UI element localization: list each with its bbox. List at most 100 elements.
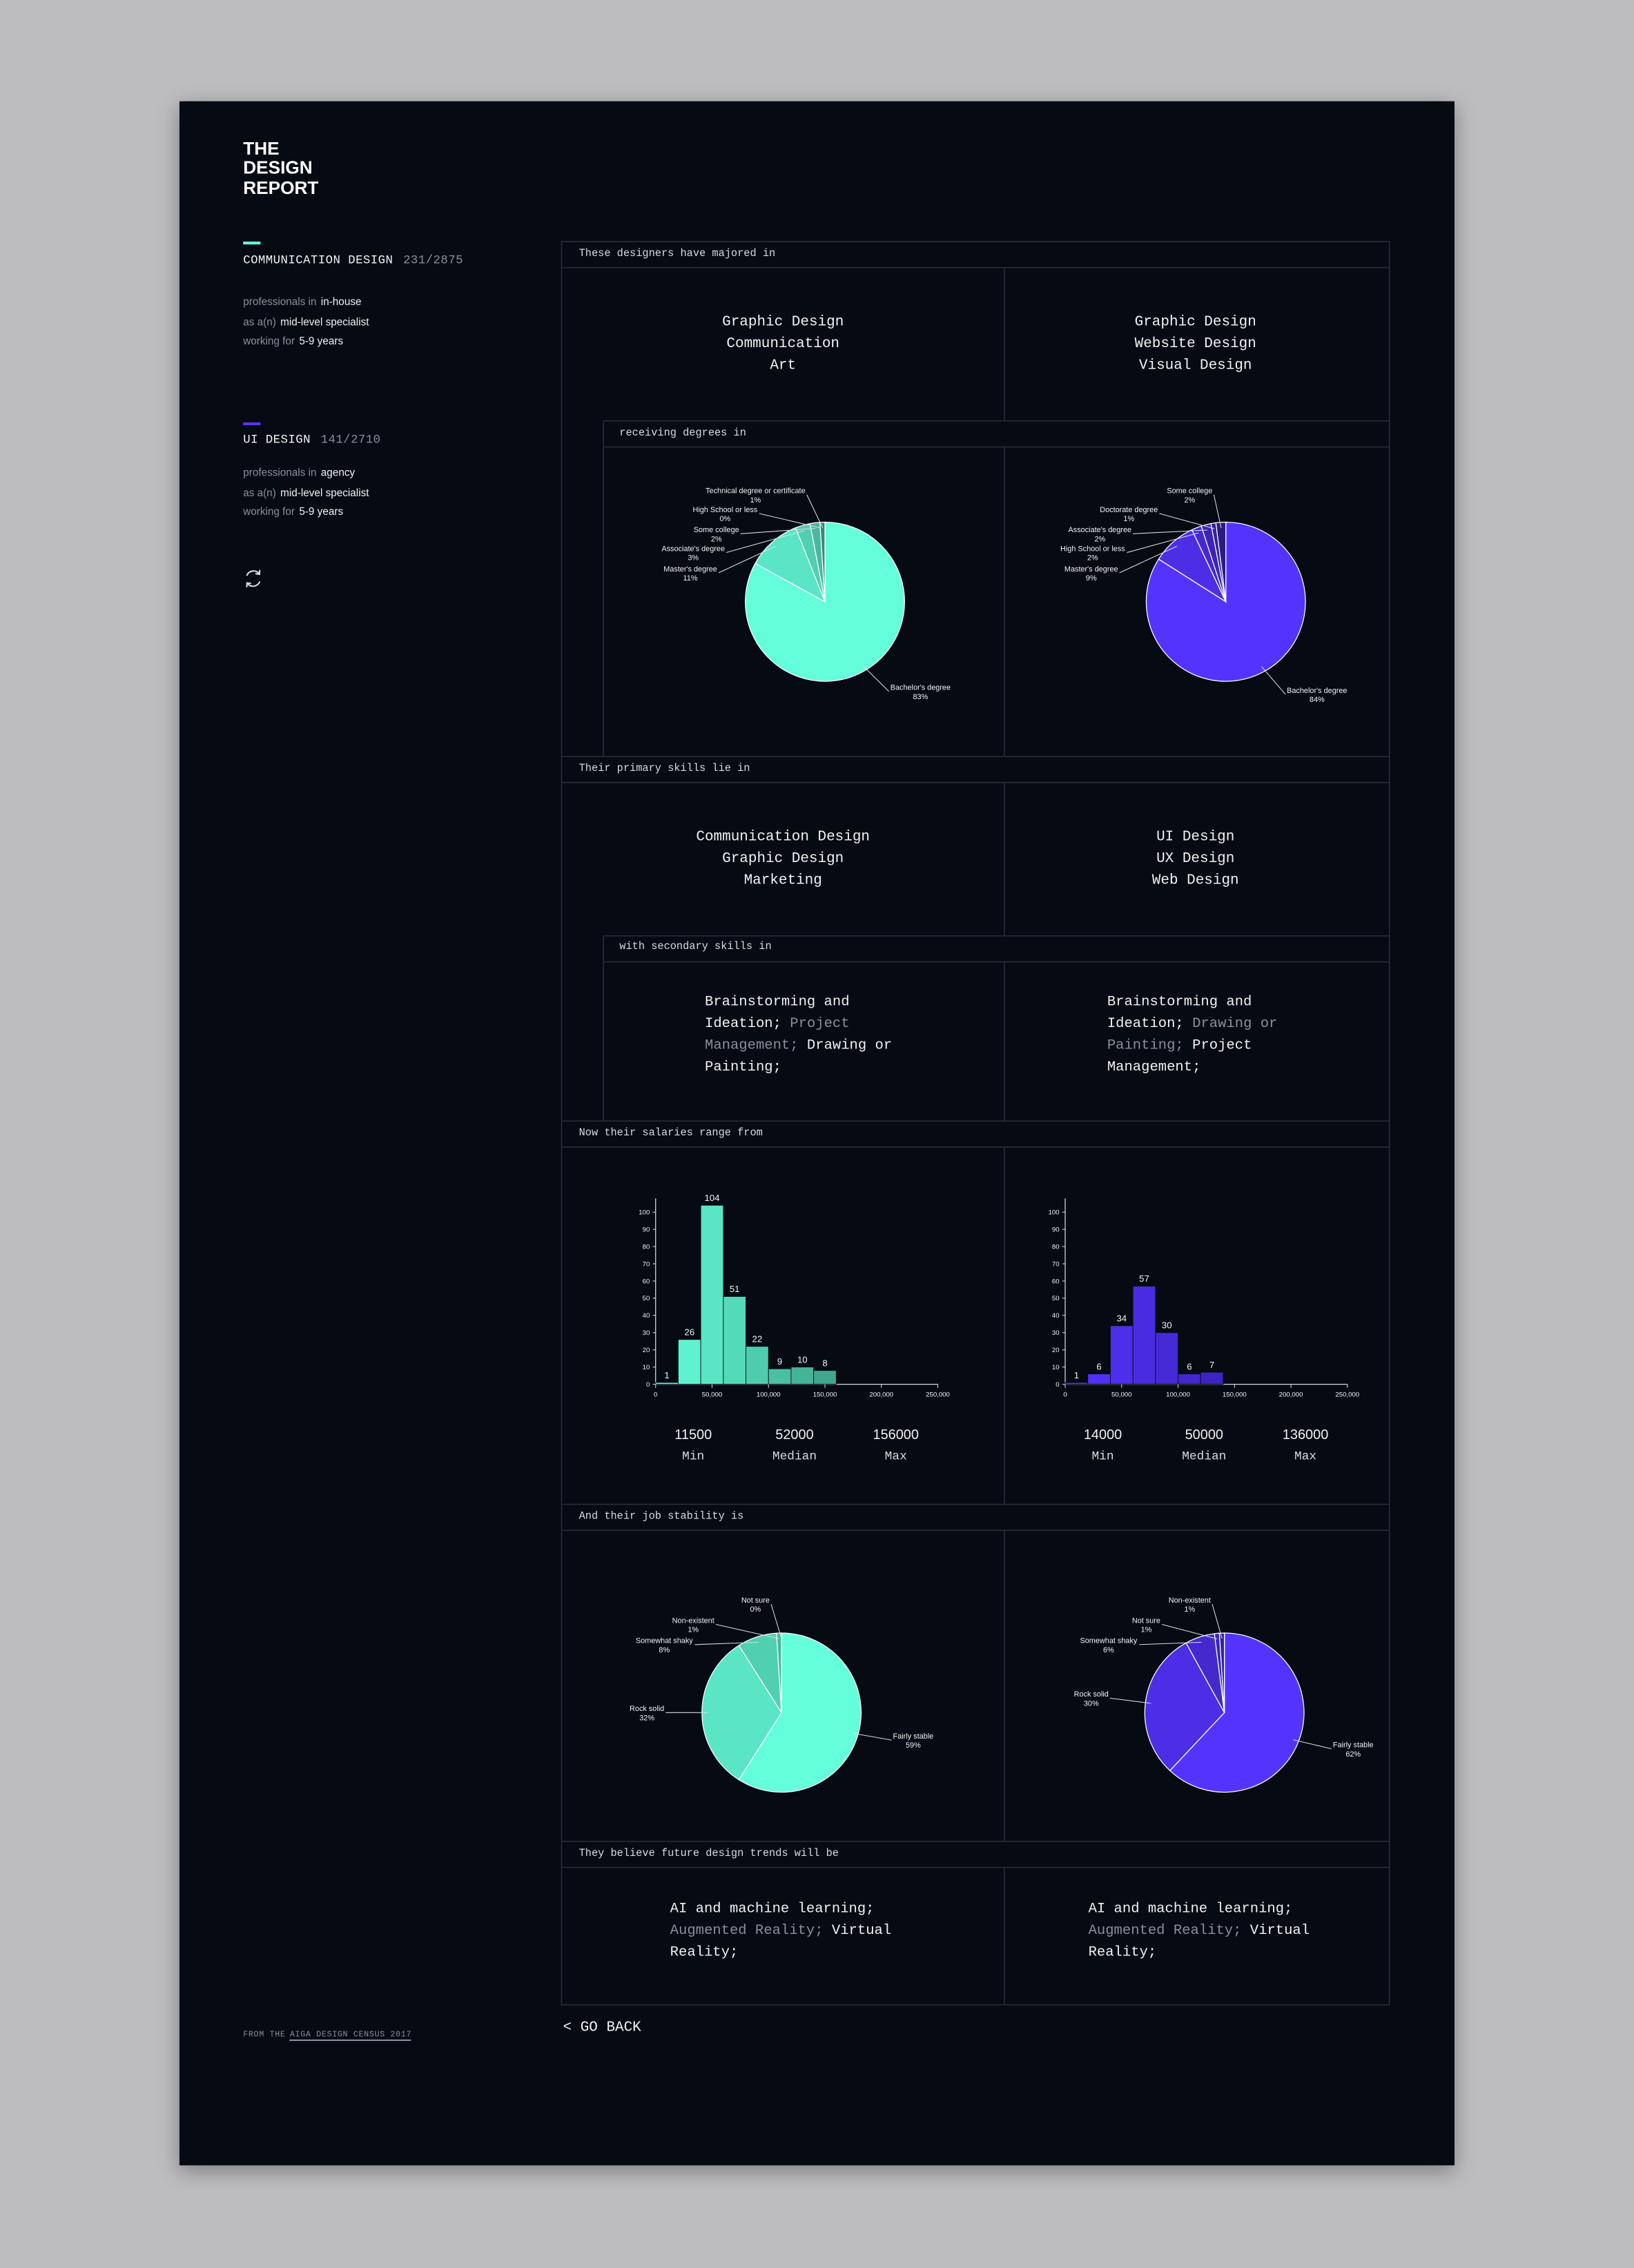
detail-label: as a(n) <box>243 485 276 498</box>
section-heading: These designers have majored in <box>578 248 776 261</box>
y-tick-label: 90 <box>643 1226 650 1234</box>
footer-link[interactable]: AIGA DESIGN CENSUS 2017 <box>289 2029 412 2042</box>
pie-label-name: Non-existent <box>672 1616 714 1625</box>
pie-label-name: Associate's degree <box>1069 526 1132 534</box>
y-tick-label: 30 <box>643 1329 650 1337</box>
leader-line <box>770 1603 782 1639</box>
pie-label-name: Associate's degree <box>661 545 725 553</box>
column-list: Graphic Design Communication Art <box>722 312 844 378</box>
leader-line <box>852 1732 892 1741</box>
pie-label: Fairly stable 59% <box>893 1732 934 1750</box>
section-heading: receiving degrees in <box>619 428 746 440</box>
list-item: Graphic Design <box>722 851 844 868</box>
y-tick-label: 90 <box>1052 1226 1060 1234</box>
bar-label: 7 <box>1209 1360 1214 1370</box>
segment-text: Brainstorming and Ideation; Drawing or P… <box>1107 990 1310 1079</box>
go-back[interactable]: < GO BACK <box>563 2020 641 2037</box>
x-tick-label: 100,000 <box>1166 1391 1190 1398</box>
x-tick-label: 0 <box>654 1391 657 1398</box>
leader-line <box>862 665 889 692</box>
y-tick-label: 10 <box>1052 1364 1060 1371</box>
refresh-arc <box>246 581 261 587</box>
refresh-icon[interactable] <box>246 569 261 587</box>
profile-detail: as a(n) mid-level specialist <box>243 485 369 498</box>
profile-count: 231/2875 <box>403 254 463 268</box>
histogram-bar <box>1064 1382 1089 1385</box>
pie-label-value: 8% <box>659 1646 670 1654</box>
pie-label-value: 2% <box>711 535 722 543</box>
refresh-arrow <box>246 582 251 587</box>
y-tick-label: 0 <box>1056 1381 1059 1389</box>
detail-value: mid-level specialist <box>280 314 369 328</box>
list-item: Website Design <box>1134 336 1256 353</box>
pie-label-name: High School or less <box>1060 545 1125 553</box>
y-tick-label: 70 <box>643 1260 650 1268</box>
segment: Brainstorming and Ideation; <box>704 993 850 1031</box>
profile-title: COMMUNICATION DESIGN 231/2875 <box>243 255 463 268</box>
y-tick-label: 70 <box>1052 1260 1060 1268</box>
bar-label: 10 <box>797 1354 808 1365</box>
y-tick-label: 80 <box>1052 1243 1060 1251</box>
pie-label-value: 1% <box>1184 1605 1195 1614</box>
pie-label-name: Technical degree or certificate <box>706 487 806 496</box>
x-tick-label: 0 <box>1063 1391 1067 1398</box>
leader-line <box>1138 1641 1202 1645</box>
profile-name: UI DESIGN <box>243 433 311 447</box>
detail-label: professionals in <box>243 295 317 309</box>
pie-label-name: Somewhat shaky <box>1080 1637 1138 1645</box>
bar-label: 1 <box>1074 1370 1079 1380</box>
bar-label: 30 <box>1162 1320 1172 1330</box>
bar-label: 57 <box>1139 1273 1149 1284</box>
pie-label-name: Not sure <box>741 1596 770 1605</box>
histogram-bar <box>1200 1371 1224 1385</box>
logo-line: REPORT <box>243 177 319 198</box>
pie-label-name: Bachelor's degree <box>891 684 951 692</box>
leader-line <box>1109 1697 1151 1704</box>
x-tick-label: 50,000 <box>702 1391 722 1398</box>
pie-label: Master's degree 9% <box>1064 565 1118 583</box>
detail-value: agency <box>320 465 356 479</box>
bar-label: 6 <box>1187 1361 1192 1371</box>
pie-label-value: 0% <box>719 515 730 523</box>
pie-label-name: Fairly stable <box>1333 1741 1374 1750</box>
accent-line <box>243 241 261 245</box>
segment: Virtual Reality; <box>1088 1922 1310 1960</box>
pie-label-value: 2% <box>1087 554 1098 563</box>
list-item: Art <box>770 358 797 375</box>
pie-label: Somewhat shaky 6% <box>1080 1637 1138 1654</box>
x-tick-label: 200,000 <box>869 1391 893 1398</box>
logo[interactable]: THE DESIGN REPORT <box>243 139 319 198</box>
stat-label: Max <box>884 1449 907 1464</box>
y-tick-label: 20 <box>643 1347 650 1354</box>
detail-value: 5-9 years <box>299 334 344 347</box>
column-list: UI Design UX Design Web Design <box>1152 827 1239 893</box>
pie-label: Rock solid 30% <box>1074 1690 1109 1708</box>
pie-label: Bachelor's degree 84% <box>1287 687 1347 704</box>
y-tick-label: 50 <box>643 1295 650 1302</box>
segment-text: AI and machine learning; Augmented Reali… <box>670 1897 909 1964</box>
leader-line <box>1293 1739 1332 1750</box>
profile-name: COMMUNICATION DESIGN <box>243 254 393 268</box>
histogram-bar <box>700 1204 724 1385</box>
histogram-bar <box>1178 1373 1201 1385</box>
detail-value: mid-level specialist <box>280 485 369 498</box>
histogram-bar <box>1132 1286 1156 1385</box>
pie-label: High School or less 0% <box>692 506 757 523</box>
profile-detail: working for 5-9 years <box>243 505 343 518</box>
segment: Augmented Reality; <box>1088 1922 1242 1938</box>
stat-label: Median <box>772 1449 817 1464</box>
bar-label: 8 <box>822 1358 827 1368</box>
leader-line <box>1119 545 1178 574</box>
leader-line <box>759 513 821 529</box>
detail-label: working for <box>243 334 295 347</box>
segment: Augmented Reality; <box>670 1922 824 1938</box>
stat-value: 14000 <box>1083 1427 1122 1444</box>
y-tick-label: 20 <box>1052 1347 1060 1354</box>
pie-slice <box>1218 1632 1225 1713</box>
segment: Virtual Reality; <box>670 1922 892 1960</box>
leader-line <box>806 494 824 528</box>
histogram-bar <box>723 1296 746 1385</box>
pie-slice <box>1169 1632 1305 1793</box>
segment-text: Brainstorming and Ideation; Project Mana… <box>705 990 908 1079</box>
